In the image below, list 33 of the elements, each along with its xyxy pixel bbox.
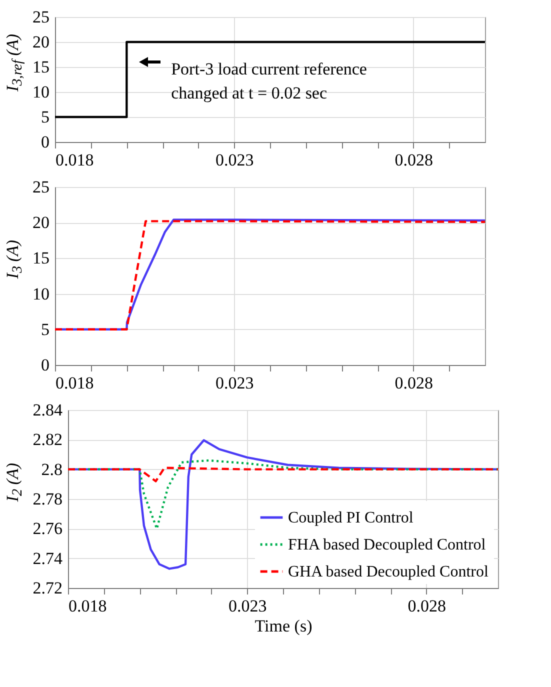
legend-label: Coupled PI Control <box>288 510 414 526</box>
y-tick-label: 15 <box>32 248 50 268</box>
legend-label: FHA based Decoupled Control <box>288 536 486 554</box>
y-tick-label: 0 <box>41 356 50 374</box>
y-tick-label: 0 <box>41 132 50 152</box>
y-tick-label: 20 <box>32 32 50 52</box>
y-tick-label: 2.84 <box>32 400 63 420</box>
annotation: Port-3 load current reference changed at t = 0.02 sec <box>171 60 367 102</box>
y-tick-label: 20 <box>32 213 50 232</box>
y-tick-label: 10 <box>32 82 50 102</box>
legend-label: GHA based Decoupled Control <box>288 564 489 580</box>
x-tick-label: 0.028 <box>408 596 446 616</box>
x-tick-label: 0.018 <box>68 596 107 616</box>
x-axis-title: Time (s) <box>254 616 312 636</box>
y-tick-label: 25 <box>32 178 50 196</box>
x-tick-label: 0.018 <box>56 150 94 170</box>
x-tick-label: 0.018 <box>56 374 94 392</box>
y-tick-label: 2.78 <box>32 490 62 508</box>
y-tick-label: 2.8 <box>41 460 62 479</box>
y-tick-label: 25 <box>32 8 50 26</box>
y-tick-label: 5 <box>41 108 50 126</box>
x-tick-label: 0.028 <box>394 374 433 392</box>
y-tick-label: 10 <box>32 284 50 304</box>
x-tick-label: 0.023 <box>216 150 254 170</box>
y-tick-label: 15 <box>32 58 50 76</box>
x-tick-label: 0.023 <box>216 374 254 392</box>
y-tick-label: 5 <box>41 320 50 339</box>
x-tick-label: 0.028 <box>394 150 433 170</box>
y-tick-label: 2.72 <box>32 578 62 598</box>
y-tick-label: 2.74 <box>32 548 63 568</box>
x-tick-label: 0.023 <box>228 596 267 616</box>
y-tick-label: 2.82 <box>32 430 62 450</box>
y-tick-label: 2.76 <box>32 519 62 538</box>
